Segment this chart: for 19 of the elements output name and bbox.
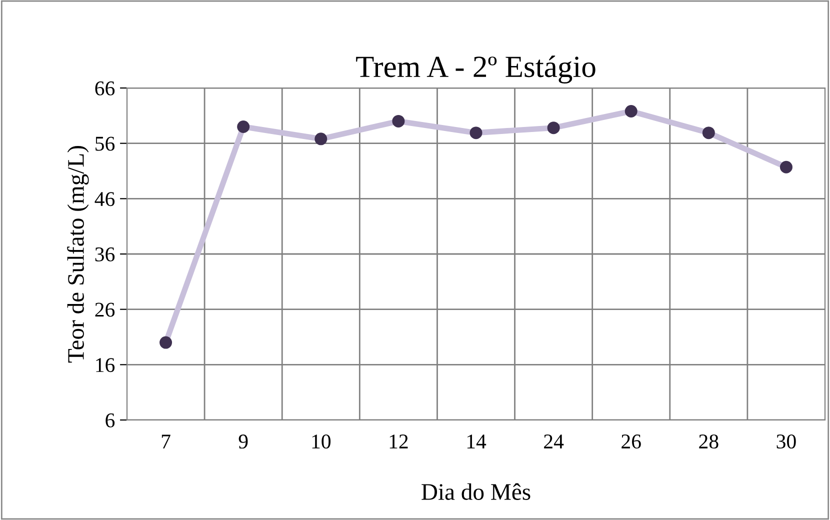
y-tick-label: 6 xyxy=(106,413,115,428)
x-tick-label: 10 xyxy=(312,434,331,449)
x-tick-label: 7 xyxy=(162,434,170,448)
x-tick-label: 26 xyxy=(622,434,641,449)
y-axis-title: Teor de Sulfato (mg/L) xyxy=(67,146,89,363)
x-tick-label: 30 xyxy=(776,434,796,449)
y-tick-label: 46 xyxy=(94,192,115,206)
x-tick-label: 24 xyxy=(544,434,564,448)
y-tick-label: 66 xyxy=(95,81,115,96)
y-tick-label: 36 xyxy=(95,247,115,262)
x-tick-label: 28 xyxy=(699,434,718,449)
y-tick-label: 56 xyxy=(96,136,115,151)
x-tick-label: 12 xyxy=(390,434,408,448)
y-tick-label: 16 xyxy=(96,358,115,372)
x-axis-title: Dia do Mês xyxy=(422,483,530,500)
x-tick-label: 9 xyxy=(238,434,248,449)
chart-title: Trem A - 2º Estágio xyxy=(356,56,596,84)
y-tick-label: 26 xyxy=(95,302,115,317)
x-tick-label: 14 xyxy=(467,434,486,448)
